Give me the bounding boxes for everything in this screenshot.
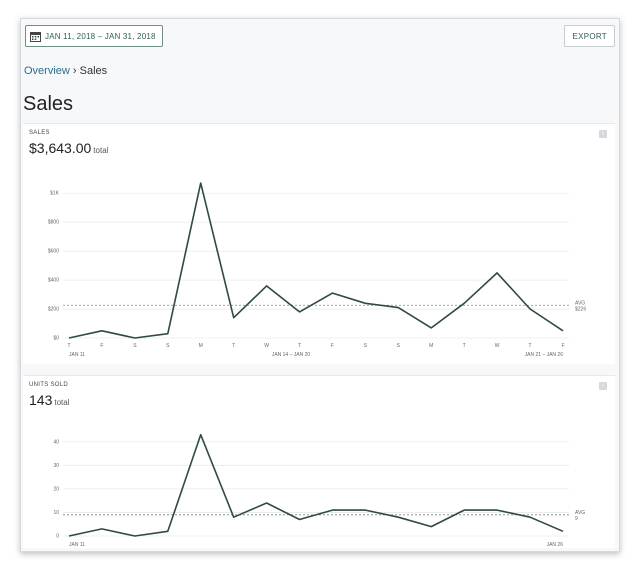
units-data-point[interactable] <box>298 518 300 520</box>
units-data-point[interactable] <box>265 502 267 504</box>
sales-x-tick-label: T <box>67 343 70 349</box>
sales-data-point[interactable] <box>134 337 136 339</box>
units-y-tick-label: 30 <box>53 463 59 469</box>
sales-data-point[interactable] <box>68 337 70 339</box>
sales-y-tick-label: $200 <box>48 307 59 313</box>
units-data-point[interactable] <box>134 535 136 537</box>
sales-info-icon[interactable]: i <box>599 130 607 138</box>
sales-total: $3,643.00 total <box>29 140 108 156</box>
units-y-tick-label: 0 <box>56 534 59 540</box>
sales-data-point[interactable] <box>562 330 564 332</box>
sales-x-tick-label: S <box>397 343 401 349</box>
units-data-point[interactable] <box>232 516 234 518</box>
units-y-tick-label: 20 <box>53 486 59 492</box>
sales-y-tick-label: $1K <box>50 191 60 197</box>
sales-data-point[interactable] <box>331 292 333 294</box>
breadcrumb-current: Sales <box>79 65 108 77</box>
units-average-value: 9 <box>575 516 578 522</box>
sales-average-label: AVG <box>575 300 585 306</box>
sales-data-point[interactable] <box>232 317 234 319</box>
sales-data-point[interactable] <box>397 306 399 308</box>
units-data-point[interactable] <box>529 516 531 518</box>
sales-x-tick-label: S <box>364 343 368 349</box>
units-total-suffix: total <box>54 398 70 407</box>
sales-panel-label: SALES <box>29 130 50 136</box>
sales-y-tick-label: $400 <box>48 278 59 284</box>
sales-average-value: $226 <box>575 306 586 312</box>
sales-x-range-label: JAN 21 – JAN 26 <box>525 352 564 358</box>
sales-x-range-label: JAN 11 <box>69 352 85 358</box>
units-y-tick-label: 10 <box>53 510 59 516</box>
units-data-point[interactable] <box>397 516 399 518</box>
units-x-range-label: JAN 11 <box>69 542 85 548</box>
sales-x-tick-label: T <box>298 343 301 349</box>
sales-line-chart: $0 $200 $400 $600 $800 $1K AVG$226 T F S S M T W T F S S M… <box>48 182 586 358</box>
sales-data-point[interactable] <box>101 330 103 332</box>
sales-data-point[interactable] <box>298 311 300 313</box>
app-window: JAN 11, 2018 – JAN 31, 2018 EXPORT Overv… <box>20 18 620 552</box>
sales-data-point[interactable] <box>496 272 498 274</box>
sales-data-point[interactable] <box>364 302 366 304</box>
units-data-point[interactable] <box>68 535 70 537</box>
sales-x-tick-label: F <box>331 343 334 349</box>
sales-x-tick-label: F <box>100 343 103 349</box>
breadcrumb: Overview › Sales <box>24 65 107 77</box>
sales-data-point[interactable] <box>167 332 169 334</box>
sales-x-tick-label: F <box>561 343 564 349</box>
sales-data-point[interactable] <box>463 302 465 304</box>
units-data-point[interactable] <box>331 509 333 511</box>
sales-x-tick-label: M <box>429 343 433 349</box>
date-range-button[interactable]: JAN 11, 2018 – JAN 31, 2018 <box>25 25 163 47</box>
sales-data-point[interactable] <box>200 182 202 184</box>
breadcrumb-separator: › <box>72 65 77 77</box>
calendar-icon <box>30 31 41 42</box>
date-range-label: JAN 11, 2018 – JAN 31, 2018 <box>45 31 156 41</box>
page-title: Sales <box>23 93 74 115</box>
units-average-label: AVG <box>575 510 585 516</box>
units-data-point[interactable] <box>101 528 103 530</box>
units-data-point[interactable] <box>167 530 169 532</box>
sales-y-tick-label: $600 <box>48 249 59 255</box>
units-total: 143 total <box>29 392 69 408</box>
sales-chart-panel: SALES $3,643.00 total i $0 $200 $400 $600 $80… <box>23 123 615 364</box>
sales-x-tick-label: M <box>199 343 203 349</box>
sales-y-tick-label: $0 <box>53 336 59 342</box>
sales-data-point[interactable] <box>430 327 432 329</box>
sales-x-tick-label: T <box>232 343 235 349</box>
sales-x-tick-label: W <box>495 343 500 349</box>
sales-total-value: $3,643.00 <box>29 140 92 156</box>
sales-x-tick-label: W <box>264 343 269 349</box>
units-data-point[interactable] <box>430 525 432 527</box>
sales-x-tick-label: S <box>166 343 170 349</box>
units-data-point[interactable] <box>364 509 366 511</box>
units-total-value: 143 <box>29 392 53 408</box>
units-data-point[interactable] <box>562 530 564 532</box>
units-info-icon[interactable]: i <box>599 382 607 390</box>
units-data-point[interactable] <box>463 509 465 511</box>
units-series-line <box>68 433 564 537</box>
sales-series-line <box>68 182 564 339</box>
sales-y-tick-label: $800 <box>48 220 59 226</box>
sales-x-tick-label: T <box>463 343 466 349</box>
units-x-range-label: JAN 26 <box>547 542 564 548</box>
units-data-point[interactable] <box>200 434 202 436</box>
breadcrumb-overview-link[interactable]: Overview <box>24 65 70 77</box>
units-data-point[interactable] <box>496 509 498 511</box>
sales-data-point[interactable] <box>529 308 531 310</box>
sales-total-suffix: total <box>93 146 109 155</box>
units-chart-panel: UNITS SOLD 143 total i 0 10 20 30 40 AVG 9 JAN 1… <box>23 375 615 548</box>
sales-x-tick-label: S <box>133 343 137 349</box>
units-panel-label: UNITS SOLD <box>29 382 69 388</box>
export-button[interactable]: EXPORT <box>564 25 615 47</box>
sales-data-point[interactable] <box>265 285 267 287</box>
sales-x-range-label: JAN 14 – JAN 20 <box>272 352 311 358</box>
sales-x-tick-label: T <box>529 343 532 349</box>
units-y-tick-label: 40 <box>53 439 59 445</box>
